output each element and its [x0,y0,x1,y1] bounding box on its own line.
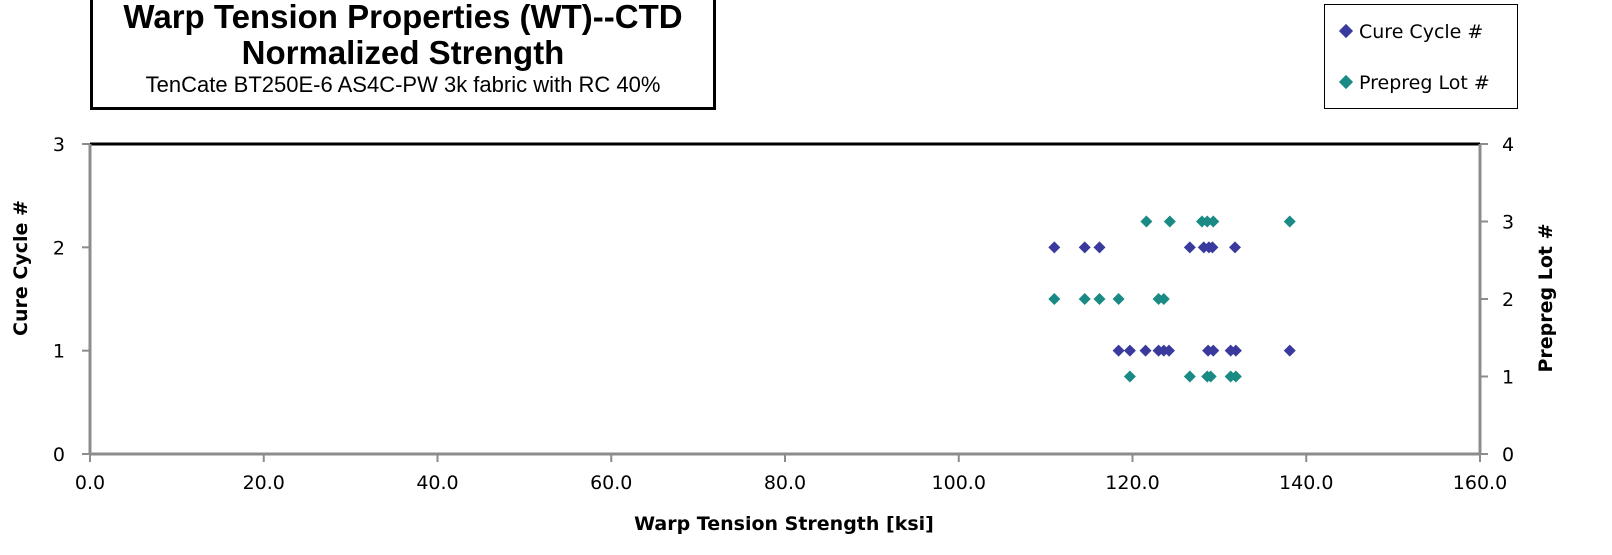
chart-title-line2: Normalized Strength [241,34,565,71]
x-tick-label: 80.0 [764,472,806,494]
data-point-cure-cycle [1283,344,1296,357]
data-point-cure-cycle [1162,344,1175,357]
legend-label-cure-cycle: Cure Cycle # [1359,21,1484,43]
data-point-prepreg-lot [1283,215,1296,228]
data-point-prepreg-lot [1163,215,1176,228]
data-point-cure-cycle [1183,241,1196,254]
y-left-tick-label: 3 [53,134,65,156]
points-layer [1048,215,1296,383]
chart-legend: Cure Cycle # Prepreg Lot # [1324,4,1518,109]
x-tick-label: 100.0 [932,472,986,494]
data-point-prepreg-lot [1207,215,1220,228]
data-point-prepreg-lot [1157,293,1170,305]
x-tick-label: 160.0 [1453,472,1507,494]
y-right-tick-label: 2 [1502,289,1514,311]
y-right-tick-label: 3 [1502,212,1514,234]
data-point-prepreg-lot [1112,293,1125,305]
y-axis-right-label: Prepreg Lot # [1535,223,1557,372]
y-left-tick-label: 1 [53,341,65,363]
data-point-prepreg-lot [1048,293,1061,305]
axes-layer: 0.0 20.0 40.0 60.0 80.0 100.0 120.0 140.0 160.0 0… [53,134,1514,494]
data-point-prepreg-lot [1140,215,1153,228]
data-point-prepreg-lot [1078,293,1091,305]
diamond-marker-icon [1338,23,1354,38]
chart-title-box: Warp Tension Properties (WT)--CTD Normal… [90,0,716,110]
data-point-cure-cycle [1048,241,1061,254]
data-point-prepreg-lot [1201,215,1214,228]
x-tick-label: 40.0 [416,472,458,494]
x-tick-label: 0.0 [75,472,105,494]
legend-label-prepreg-lot: Prepreg Lot # [1359,72,1490,94]
chart-subtitle: TenCate BT250E-6 AS4C-PW 3k fabric with … [145,72,661,97]
data-point-prepreg-lot [1229,370,1242,383]
data-point-prepreg-lot [1093,293,1106,305]
x-tick-label: 60.0 [590,472,632,494]
y-right-tick-label: 4 [1502,134,1514,156]
data-point-cure-cycle [1206,241,1219,254]
y-right-tick-label: 1 [1502,367,1514,389]
legend-item-prepreg-lot: Prepreg Lot # [1338,72,1490,94]
data-point-cure-cycle [1139,344,1152,357]
x-tick-label: 120.0 [1105,472,1159,494]
y-left-tick-label: 2 [53,237,65,259]
data-point-prepreg-lot [1204,370,1217,383]
x-tick-label: 20.0 [243,472,285,494]
data-point-cure-cycle [1093,241,1106,254]
data-point-cure-cycle [1123,344,1136,357]
diamond-marker-icon [1338,74,1354,89]
y-left-tick-label: 0 [53,444,65,466]
data-point-cure-cycle [1229,241,1242,254]
y-axis-left-label: Cure Cycle # [10,200,32,336]
data-point-cure-cycle [1229,344,1242,357]
chart-title: Warp Tension Properties (WT)--CTD [123,0,683,35]
data-point-cure-cycle [1207,344,1220,357]
data-point-prepreg-lot [1123,370,1136,383]
y-right-tick-label: 0 [1502,444,1514,466]
legend-item-cure-cycle: Cure Cycle # [1338,21,1484,43]
x-tick-label: 140.0 [1279,472,1333,494]
data-point-cure-cycle [1078,241,1091,254]
data-point-cure-cycle [1112,344,1125,357]
data-point-prepreg-lot [1183,370,1196,383]
x-axis-label: Warp Tension Strength [ksi] [634,513,934,535]
